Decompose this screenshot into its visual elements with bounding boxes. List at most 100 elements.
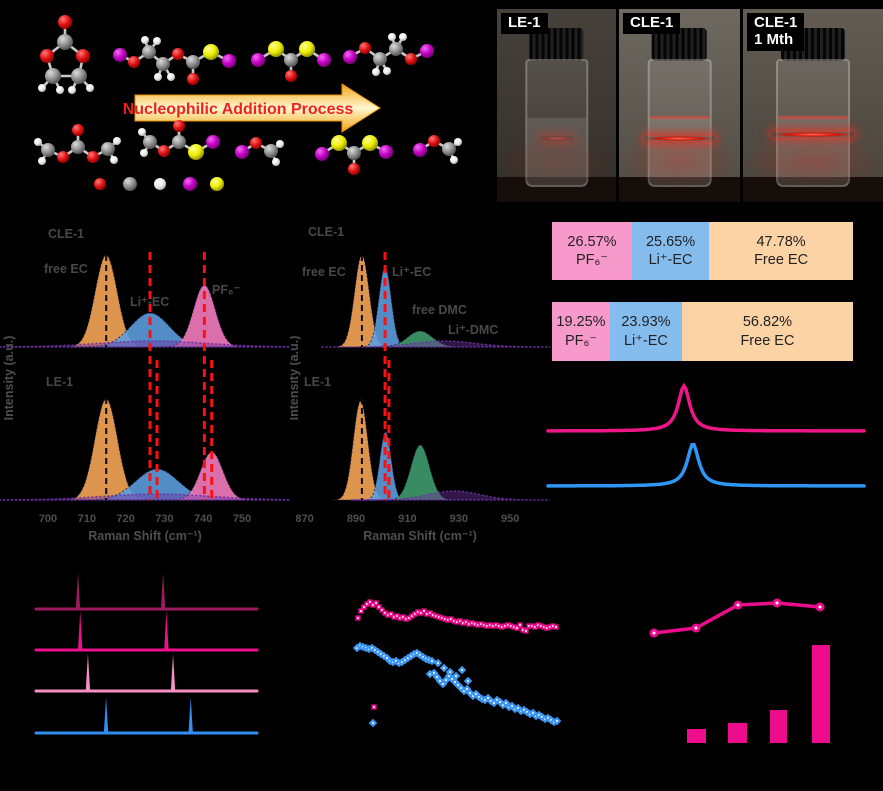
segment-percentage: 47.78% <box>756 233 806 250</box>
solvation-bar-cle1: 26.57% PF₆⁻ 25.65% Li⁺-EC 47.78% Free EC <box>552 222 853 280</box>
atom-C <box>71 140 85 154</box>
segment-percentage: 26.57% <box>567 233 617 250</box>
x-tick-label: 700 <box>39 513 57 525</box>
photo-bench <box>619 176 740 202</box>
stick-peak <box>188 697 193 733</box>
atom-H <box>372 68 380 76</box>
atom-H <box>38 84 46 92</box>
segment-percentage: 56.82% <box>742 314 793 331</box>
scatter-series-pink-squares <box>355 599 559 634</box>
panel-text-label: free DMC <box>412 303 467 317</box>
nmr-stick-trace <box>34 697 259 735</box>
atom-H <box>141 36 149 44</box>
atom-C <box>373 52 387 66</box>
x-tick-label: 710 <box>78 513 96 525</box>
stick-peak <box>164 611 169 650</box>
vial-liquid <box>778 118 848 186</box>
atom-O <box>58 15 72 29</box>
panel-text-label: CLE-1 <box>308 225 344 239</box>
stick-peak <box>78 611 83 650</box>
bar-segment: 19.25% PF₆⁻ <box>552 302 610 361</box>
panel-text-label: LE-1 <box>304 375 331 389</box>
atom-S <box>299 41 315 57</box>
atom-C <box>41 143 55 157</box>
combo-bar <box>770 710 787 743</box>
atom-H <box>276 140 284 148</box>
diffusion-scatter-chart <box>352 599 562 728</box>
laser-glow <box>743 136 883 187</box>
x-axis-title: Raman Shift (cm⁻¹) <box>88 529 202 543</box>
segment-percentage: 23.93% <box>621 314 671 331</box>
laser-beam <box>538 135 575 141</box>
combo-bar <box>687 729 706 743</box>
vial-glass <box>525 59 588 188</box>
atom-O <box>405 53 417 65</box>
atom-X <box>379 145 393 159</box>
molecule-atom-legend <box>94 177 224 191</box>
peak-component <box>0 493 290 501</box>
atom-O <box>250 137 262 149</box>
atom-S <box>268 41 284 57</box>
atom-X <box>420 44 434 58</box>
vial <box>521 28 592 192</box>
atom-O <box>87 151 99 163</box>
laser-beam <box>644 135 715 141</box>
liquid-surface <box>778 116 848 119</box>
x-tick-label: 870 <box>295 513 313 525</box>
peak-Li⁺-DMC <box>321 340 550 348</box>
atom-X <box>222 54 236 68</box>
segment-species: Free EC <box>754 252 809 268</box>
atom-H <box>140 149 148 157</box>
x-tick-label: 910 <box>398 513 416 525</box>
segment-species: PF₆⁻ <box>564 332 597 349</box>
x-tick-label: 750 <box>233 513 251 525</box>
atom-C <box>156 57 170 71</box>
atom-H <box>113 137 121 145</box>
liquid-surface <box>649 116 710 119</box>
atom-C <box>347 146 361 160</box>
atom-O <box>128 56 140 68</box>
molecule-dmc <box>34 124 121 165</box>
atom-C <box>442 142 456 156</box>
atom-H <box>272 158 280 166</box>
segment-species: Li⁺-EC <box>623 332 668 349</box>
segment-percentage: 19.25% <box>556 314 606 331</box>
atom-C <box>71 68 87 84</box>
segment-species: PF₆⁻ <box>575 252 608 268</box>
atom-O <box>172 48 184 60</box>
atom-X <box>317 53 331 67</box>
atom-X <box>183 177 197 191</box>
molecule-dithio-carbonate <box>251 41 331 82</box>
nmr-singlet-curve <box>546 443 866 488</box>
photo-label: LE-1 <box>501 13 548 34</box>
atom-H <box>68 86 76 94</box>
x-tick-label: 730 <box>155 513 173 525</box>
atom-O <box>428 135 440 147</box>
segment-species: Li⁺-EC <box>648 252 693 268</box>
nucleophilic-arrow <box>134 83 381 133</box>
combo-bar <box>728 723 747 743</box>
atom-O <box>94 178 106 190</box>
atom-C <box>186 55 200 69</box>
peak-component <box>0 340 290 348</box>
performance-combo-chart <box>649 598 830 743</box>
panel-text-label: free EC <box>302 265 346 279</box>
vial <box>643 28 716 192</box>
atom-O <box>40 49 54 63</box>
atom-H <box>38 157 46 165</box>
x-tick-label: 950 <box>501 513 519 525</box>
atom-X <box>343 50 357 64</box>
atom-H <box>154 178 166 190</box>
photo-le1: LE-1 <box>497 9 616 202</box>
atom-H <box>138 128 146 136</box>
molecule-methoxide-2 <box>413 135 462 164</box>
atom-O <box>158 145 170 157</box>
laser-glow <box>497 136 616 187</box>
photo-bench <box>743 176 883 202</box>
bar-segment: 56.82% Free EC <box>681 302 853 361</box>
panel-text-label: Li⁺-EC <box>130 295 169 309</box>
arrow-label: Nucleophilic Addition Process <box>123 101 354 118</box>
atom-H <box>153 37 161 45</box>
vial-glass <box>644 59 715 188</box>
